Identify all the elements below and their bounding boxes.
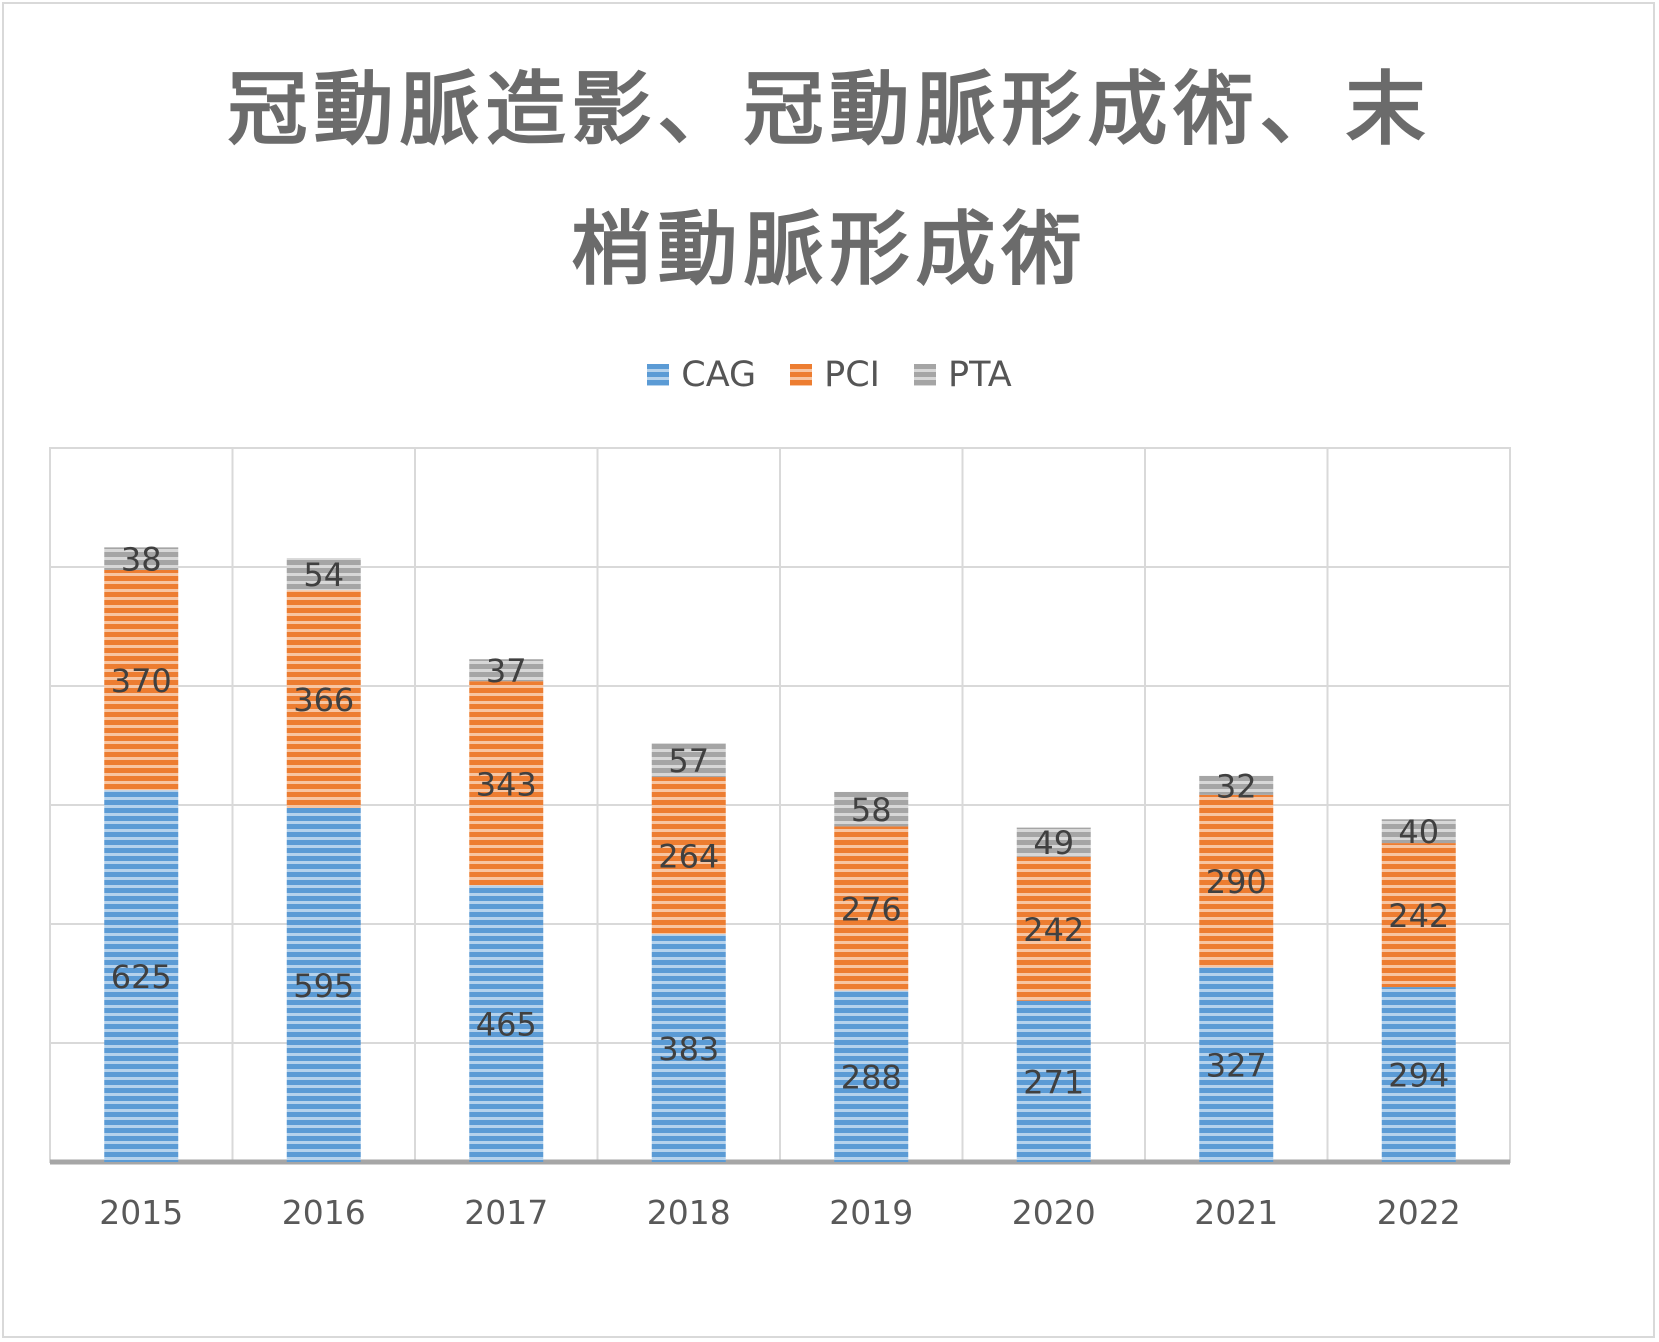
bar-pci-2017 [469, 681, 544, 886]
chart-title-line-2: 梢動脈形成術 [571, 203, 1088, 296]
data-label-cag-2016: 595 [293, 967, 354, 1005]
x-tick-labels: 2015 2016 2017 2018 2019 2020 2021 2022 [99, 1193, 1460, 1232]
data-label-cag-2022: 294 [1388, 1057, 1449, 1095]
data-label-cag-2019: 288 [841, 1058, 902, 1096]
bar-cag-2017 [469, 885, 544, 1162]
bar-pci-2021 [1199, 794, 1274, 968]
bar-cag-2015 [104, 790, 179, 1162]
x-tick-label-2016: 2016 [282, 1193, 366, 1232]
x-tick-label-2019: 2019 [829, 1193, 913, 1232]
bar-pta-2020 [1016, 827, 1091, 857]
bar-cag-2019 [834, 990, 909, 1162]
bar-pta-2022 [1381, 819, 1456, 844]
legend-swatch-cag [647, 364, 670, 386]
data-label-cag-2020: 271 [1023, 1063, 1084, 1101]
bar-pci-2019 [834, 826, 909, 991]
bar-pta-2016 [286, 558, 361, 591]
legend-swatch-pci [790, 364, 813, 386]
x-tick-label-2020: 2020 [1012, 1193, 1096, 1232]
data-label-pci-2019: 276 [841, 891, 902, 929]
bar-cag-2022 [1381, 987, 1456, 1162]
x-tick-label-2018: 2018 [647, 1193, 731, 1232]
data-label-pci-2015: 370 [111, 662, 172, 700]
x-tick-label-2015: 2015 [99, 1193, 183, 1232]
x-tick-label-2021: 2021 [1194, 1193, 1278, 1232]
data-label-pci-2021: 290 [1206, 863, 1267, 901]
bar-cag-2021 [1199, 967, 1274, 1162]
x-tick-label-2022: 2022 [1377, 1193, 1461, 1232]
data-label-pta-2016: 54 [303, 556, 344, 594]
chart-title: 冠動脈造影、冠動脈形成術、末 梢動脈形成術 [0, 40, 1659, 320]
legend-item-cag: CAG [647, 355, 756, 395]
bar-pci-2020 [1016, 856, 1091, 1001]
data-label-pci-2017: 343 [476, 765, 537, 803]
data-label-pta-2022: 40 [1398, 813, 1439, 851]
data-label-pta-2015: 38 [121, 541, 162, 579]
data-label-pta-2018: 57 [668, 742, 709, 780]
data-label-pta-2019: 58 [851, 791, 892, 829]
data-labels: 625 370 38 595 366 54 465 343 37 383 264 57 288 276 58… [111, 541, 1450, 1102]
data-label-cag-2018: 383 [658, 1030, 719, 1068]
data-label-pci-2020: 242 [1023, 911, 1084, 949]
bar-pci-2018 [651, 777, 726, 935]
bar-cag-2018 [651, 934, 726, 1162]
data-label-cag-2017: 465 [476, 1006, 537, 1044]
data-label-pci-2018: 264 [658, 838, 719, 876]
legend-label-cag: CAG [681, 355, 757, 395]
data-label-pta-2020: 49 [1033, 824, 1074, 862]
bars [104, 547, 1456, 1162]
legend-item-pci: PCI [790, 355, 880, 395]
data-label-pci-2022: 242 [1388, 897, 1449, 935]
chart-legend: CAG PCI PTA [0, 355, 1659, 395]
chart-title-line-1: 冠動脈造影、冠動脈形成術、末 [227, 63, 1432, 156]
x-tick-label-2017: 2017 [464, 1193, 548, 1232]
data-label-cag-2021: 327 [1206, 1047, 1267, 1085]
bar-pta-2018 [651, 743, 726, 778]
bar-pta-2021 [1199, 775, 1274, 795]
bar-pci-2015 [104, 569, 179, 791]
legend-item-pta: PTA [914, 355, 1012, 395]
data-label-pci-2016: 366 [293, 681, 354, 719]
bar-pci-2022 [1381, 843, 1456, 988]
legend-label-pci: PCI [824, 355, 881, 395]
bar-cag-2016 [286, 807, 361, 1162]
legend-swatch-pta [914, 364, 937, 386]
data-label-pta-2021: 32 [1216, 767, 1257, 805]
bar-pta-2017 [469, 659, 544, 682]
data-label-cag-2015: 625 [111, 958, 172, 996]
bar-cag-2020 [1016, 1000, 1091, 1162]
data-label-pta-2017: 37 [486, 652, 527, 690]
legend-label-pta: PTA [948, 355, 1012, 395]
bar-pta-2015 [104, 547, 179, 570]
gridlines [49, 447, 1511, 1165]
bar-pci-2016 [286, 590, 361, 808]
bar-pta-2019 [834, 791, 909, 827]
